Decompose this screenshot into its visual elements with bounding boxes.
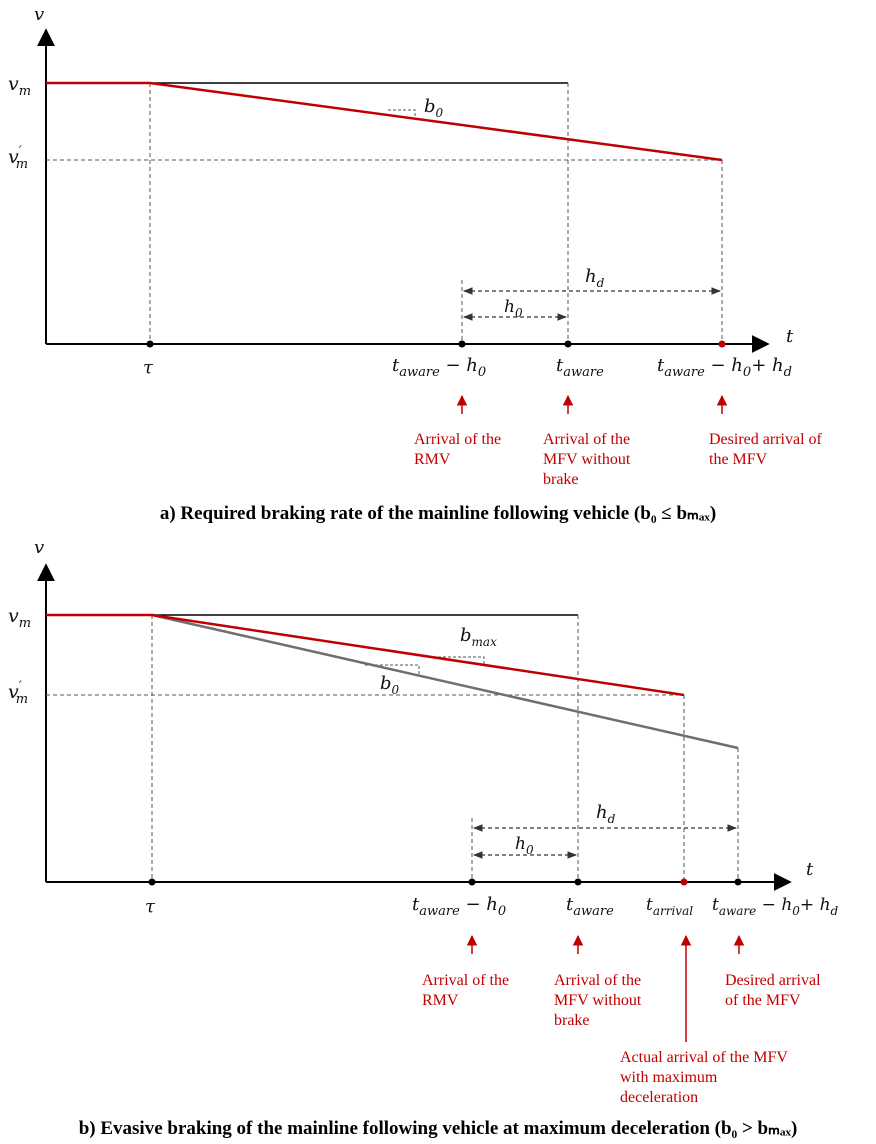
axis-x-label: t [806, 859, 814, 880]
slope-marker-b0 [365, 664, 420, 675]
b0-label: b0 [380, 673, 400, 697]
tick-taware: taware [556, 355, 604, 380]
panel-a: v t vm v′ m b0 hd h0 τ taware − h0 taware… [8, 4, 826, 524]
speed-profile-red [46, 81, 723, 162]
hd-label: hd [596, 802, 616, 826]
speed-profile-red [46, 613, 685, 697]
axis-y-label: v [34, 537, 44, 558]
point-taware-h0 [458, 340, 466, 348]
tick-taware-h0-hd: taware − h0+ hd [657, 355, 792, 380]
tau-label: τ [145, 896, 156, 917]
panel-b: v t vm v′ m bmax b0 hd h0 τ taware − h0 t… [8, 537, 839, 1139]
h0-label: h0 [504, 297, 523, 320]
caption-b: b) Evasive braking of the mainline follo… [79, 1118, 798, 1139]
b0-label: b0 [424, 96, 444, 120]
slope-marker-b0 [388, 109, 416, 118]
tick-taware-h0: taware − h0 [412, 894, 506, 919]
tick-tarrival: tarrival [646, 895, 693, 918]
point-arrival [680, 878, 688, 886]
hd-label: hd [585, 266, 605, 290]
label-mfv: Arrival of the MFV without brake [543, 431, 634, 488]
point-tau [146, 340, 154, 348]
slope-marker-bmax [428, 656, 485, 664]
label-rmv: Arrival of the RMV [414, 431, 505, 468]
vm-prime-label: v′ m [8, 144, 28, 172]
bmax-label: bmax [460, 625, 497, 649]
point-desired [734, 878, 742, 886]
label-mfv: Arrival of the MFV without brake [554, 972, 645, 1029]
tick-taware: taware [566, 894, 614, 919]
tau-label: τ [143, 357, 154, 378]
label-desired: Desired arrival of the MFV [725, 972, 825, 1009]
label-actual: Actual arrival of the MFV with maximum d… [620, 1049, 792, 1106]
point-taware [564, 340, 572, 348]
vm-prime-label: v′ m [8, 679, 28, 707]
point-taware-h0 [468, 878, 476, 886]
tick-taware-h0: taware − h0 [392, 355, 486, 380]
label-desired: Desired arrival of the MFV [709, 431, 826, 468]
axis-y-label: v [34, 4, 44, 25]
vm-label: vm [8, 73, 31, 99]
speed-profile-gray [151, 613, 739, 750]
vm-label: vm [8, 605, 31, 631]
point-tau [148, 878, 156, 886]
point-desired [718, 340, 726, 348]
h0-label: h0 [515, 834, 534, 857]
point-taware [574, 878, 582, 886]
caption-a: a) Required braking rate of the mainline… [160, 503, 716, 524]
axis-x-label: t [786, 326, 794, 347]
tick-taware-h0-hd: taware − h0+ hd [712, 895, 839, 918]
label-rmv: Arrival of the RMV [422, 972, 513, 1009]
